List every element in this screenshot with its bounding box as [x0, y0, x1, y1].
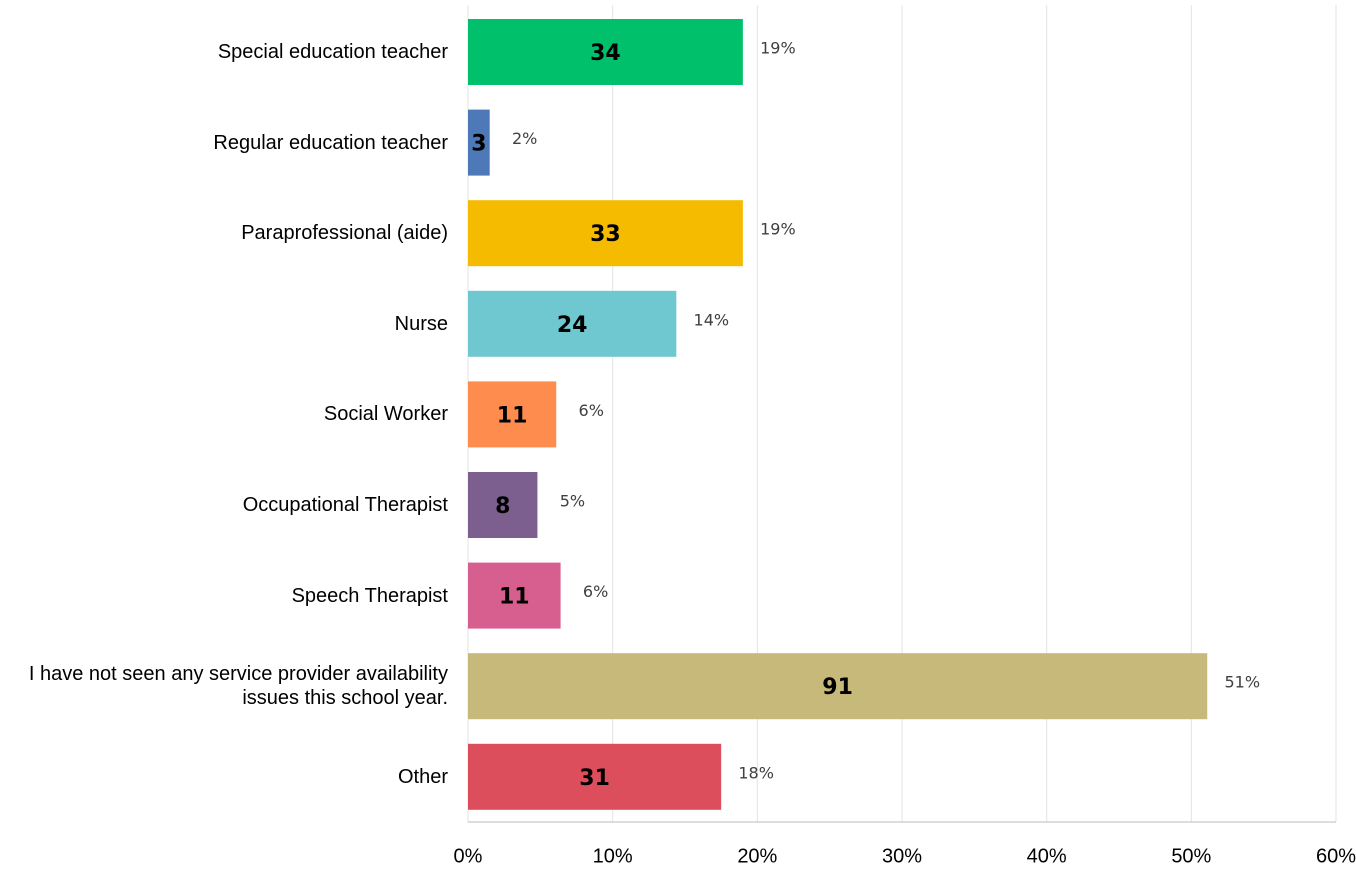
bar-count: 33	[590, 222, 621, 247]
value-label: 6%	[579, 401, 604, 420]
bar-count: 34	[590, 41, 621, 66]
x-tick-label: 30%	[882, 845, 922, 867]
category-label: Special education teacher	[217, 41, 448, 63]
x-tick-label: 50%	[1171, 845, 1211, 867]
bar	[468, 472, 538, 538]
bar-count: 11	[499, 585, 530, 610]
category-label: I have not seen any service provider ava…	[28, 663, 448, 710]
bar-count: 31	[579, 766, 610, 791]
category-label: Paraprofessional (aide)	[241, 222, 448, 245]
category-label-box: Social Worker	[323, 403, 448, 426]
bar	[468, 653, 1208, 720]
bar	[468, 562, 561, 629]
category-label-box: Nurse	[394, 312, 448, 335]
bar	[468, 19, 743, 85]
value-label: 19%	[760, 220, 796, 239]
bar-count: 8	[495, 494, 510, 519]
x-tick-label: 20%	[737, 845, 777, 867]
category-label-box: Speech Therapist	[291, 584, 448, 607]
bar-count: 91	[822, 675, 853, 700]
category-label-box: Paraprofessional (aide)	[241, 222, 448, 245]
value-label: 19%	[760, 39, 796, 58]
category-label-box: Occupational Therapist	[242, 494, 448, 516]
bar-count: 3	[471, 132, 486, 157]
category-label: Regular education teacher	[213, 131, 448, 154]
value-label: 6%	[583, 582, 608, 601]
x-tick-label: 40%	[1027, 845, 1067, 867]
x-tick-label: 10%	[593, 845, 633, 867]
category-label-box: Other	[397, 765, 448, 788]
bar	[468, 381, 557, 448]
category-label: Speech Therapist	[291, 584, 448, 607]
bar-count: 24	[557, 313, 588, 338]
value-label: 2%	[512, 129, 537, 148]
category-label: Occupational Therapist	[242, 494, 448, 516]
x-tick-label: 0%	[454, 845, 483, 867]
bar	[468, 200, 743, 267]
x-tick-label: 60%	[1316, 845, 1356, 867]
category-label-box: I have not seen any service provider ava…	[28, 663, 448, 710]
category-label: Nurse	[394, 312, 448, 335]
bar	[468, 290, 677, 357]
category-label-box: Regular education teacher	[213, 131, 448, 154]
bar	[468, 109, 490, 176]
category-label-box: Special education teacher	[217, 41, 448, 63]
bar	[468, 743, 722, 810]
value-label: 14%	[694, 310, 730, 329]
value-label: 5%	[560, 492, 585, 511]
value-label: 51%	[1224, 673, 1260, 692]
category-label: Other	[397, 765, 448, 788]
value-label: 18%	[738, 763, 774, 782]
bar-count: 11	[497, 403, 528, 428]
category-label: Social Worker	[323, 403, 448, 426]
